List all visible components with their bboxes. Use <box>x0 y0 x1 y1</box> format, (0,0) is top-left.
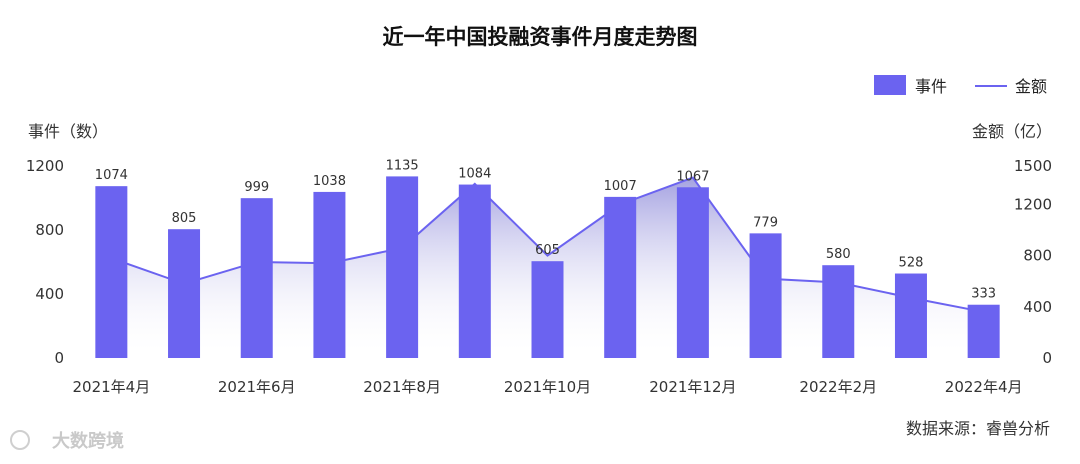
x-axis-ticks: 2021年4月 2021年6月 2021年8月 2021年10月 2021年12月 202… <box>72 378 1022 396</box>
y-right-tick-3: 1200 <box>1014 195 1052 213</box>
y-axis-left-ticks: 0 400 800 1200 <box>26 157 64 367</box>
bar-value-label-5: 1084 <box>458 167 491 182</box>
y-right-tick-2: 800 <box>1023 247 1052 265</box>
event-bar-1 <box>168 229 201 358</box>
bar-value-label-1: 805 <box>172 211 197 226</box>
legend-label-events: 事件 <box>915 77 947 96</box>
event-bar-11 <box>894 273 927 358</box>
bar-value-label-3: 1038 <box>313 174 346 189</box>
chart-title: 近一年中国投融资事件月度走势图 <box>383 25 698 49</box>
x-tick-4: 2021年12月 <box>649 378 736 396</box>
watermark-icon <box>10 430 30 450</box>
bar-value-label-7: 1007 <box>604 179 637 194</box>
bar-value-label-0: 1074 <box>95 168 128 183</box>
bar-data-labels: 1074 805 999 1038 1135 1084 605 1007 1067 779 580 5… <box>95 158 996 301</box>
x-tick-6: 2022年4月 <box>945 378 1023 396</box>
bar-value-label-6: 605 <box>535 243 560 258</box>
y-axis-left-title: 事件（数） <box>28 122 108 141</box>
event-bar-10 <box>822 265 855 358</box>
event-bar-8 <box>676 187 709 358</box>
event-bar-7 <box>604 196 637 358</box>
y-left-tick-0: 0 <box>54 349 64 367</box>
y-left-tick-2: 800 <box>35 221 64 239</box>
y-right-tick-0: 0 <box>1042 349 1052 367</box>
x-tick-3: 2021年10月 <box>504 378 591 396</box>
event-bar-3 <box>313 191 346 358</box>
bar-value-label-11: 528 <box>899 256 924 271</box>
event-bar-9 <box>749 233 782 358</box>
watermark-text: 大数跨境 <box>52 430 124 452</box>
y-right-tick-4: 1500 <box>1014 157 1052 175</box>
y-left-tick-1: 400 <box>35 285 64 303</box>
bar-value-label-10: 580 <box>826 247 851 262</box>
bar-value-label-9: 779 <box>753 215 778 230</box>
y-axis-right-title: 金额（亿） <box>972 122 1052 141</box>
event-bar-6 <box>531 261 564 358</box>
x-tick-2: 2021年8月 <box>363 378 441 396</box>
event-bars <box>95 176 1000 358</box>
event-bar-2 <box>240 198 273 358</box>
legend-bar-swatch <box>874 75 906 95</box>
event-bar-4 <box>386 176 419 358</box>
x-tick-5: 2022年2月 <box>799 378 877 396</box>
event-bar-5 <box>458 184 491 358</box>
bar-value-label-4: 1135 <box>386 158 419 173</box>
bar-value-label-12: 333 <box>971 287 996 302</box>
x-tick-1: 2021年6月 <box>218 378 296 396</box>
x-tick-0: 2021年4月 <box>72 378 150 396</box>
event-bar-12 <box>967 304 1000 358</box>
bar-value-label-2: 999 <box>244 180 269 195</box>
y-axis-right-ticks: 0 400 800 1200 1500 <box>1014 157 1052 367</box>
legend: 事件 金额 <box>874 75 1047 96</box>
event-bar-0 <box>95 186 128 358</box>
legend-label-amount: 金额 <box>1015 77 1047 96</box>
source-note: 数据来源：睿兽分析 <box>906 419 1050 438</box>
bar-value-label-8: 1067 <box>676 169 709 184</box>
y-right-tick-1: 400 <box>1023 298 1052 316</box>
watermark-logo: 大数跨境 <box>10 430 124 452</box>
y-left-tick-3: 1200 <box>26 157 64 175</box>
